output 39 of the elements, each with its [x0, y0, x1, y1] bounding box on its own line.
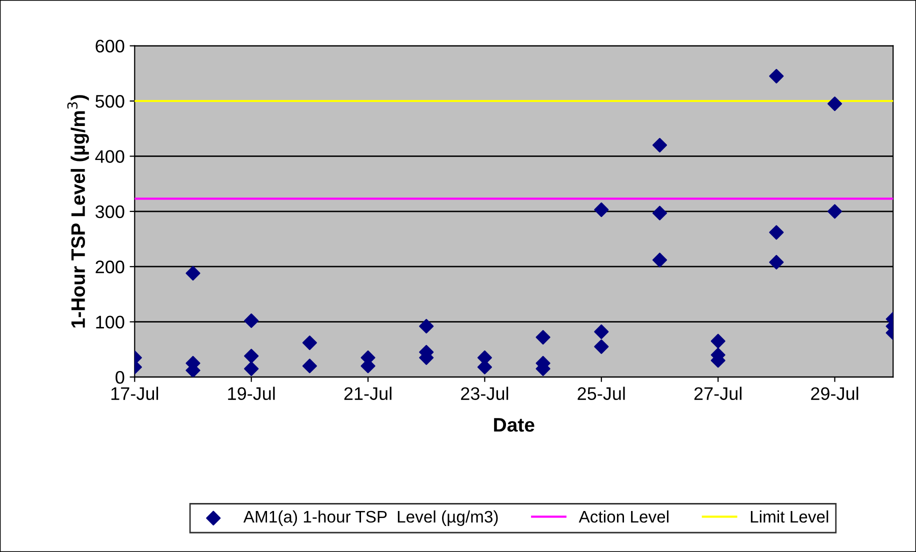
point: [710, 334, 726, 348]
point: [302, 358, 317, 374]
y-tick-label: 0: [116, 370, 124, 384]
x-tick-label: 21-Jul: [344, 386, 392, 400]
point: [594, 324, 609, 340]
point: [652, 138, 668, 152]
y-tick-label: 300: [95, 205, 124, 218]
point: [302, 336, 317, 350]
point: [244, 313, 259, 328]
point: [594, 202, 609, 218]
x-tick-label: 27-Jul: [694, 386, 742, 400]
legend-label: Limit Level: [750, 510, 828, 523]
point: [769, 254, 784, 270]
y-axis-title: 1-Hour TSP Level (µg/m$^{3}$): [67, 95, 89, 328]
point: [244, 361, 259, 376]
point: [827, 204, 842, 219]
x-tick-label: 23-Jul: [461, 386, 508, 400]
legend-label: AM1(a) 1-hour TSP Level (µg/m3): [243, 510, 498, 526]
x-tick-label: 29-Jul: [811, 386, 858, 400]
x-axis-title: Date: [494, 418, 534, 432]
y-tick-label: 400: [95, 150, 124, 163]
x-tick-label: 19-Jul: [228, 386, 275, 400]
point: [186, 266, 200, 281]
y-tick-label: 200: [96, 260, 124, 274]
legend-label: Action Level: [578, 510, 668, 523]
point: [827, 96, 842, 112]
point: [419, 318, 434, 334]
point: [536, 330, 550, 345]
point: [594, 339, 609, 354]
point: [244, 348, 259, 364]
x-tick-label: 17-Jul: [111, 386, 158, 400]
point: [652, 206, 668, 220]
x-tick-label: 25-Jul: [578, 386, 625, 400]
point: [769, 68, 784, 84]
point: [652, 252, 668, 268]
y-tick-label: 500: [96, 94, 124, 108]
point: [769, 225, 784, 240]
y-tick-label: 600: [96, 40, 124, 53]
y-tick-label: 100: [96, 316, 124, 329]
